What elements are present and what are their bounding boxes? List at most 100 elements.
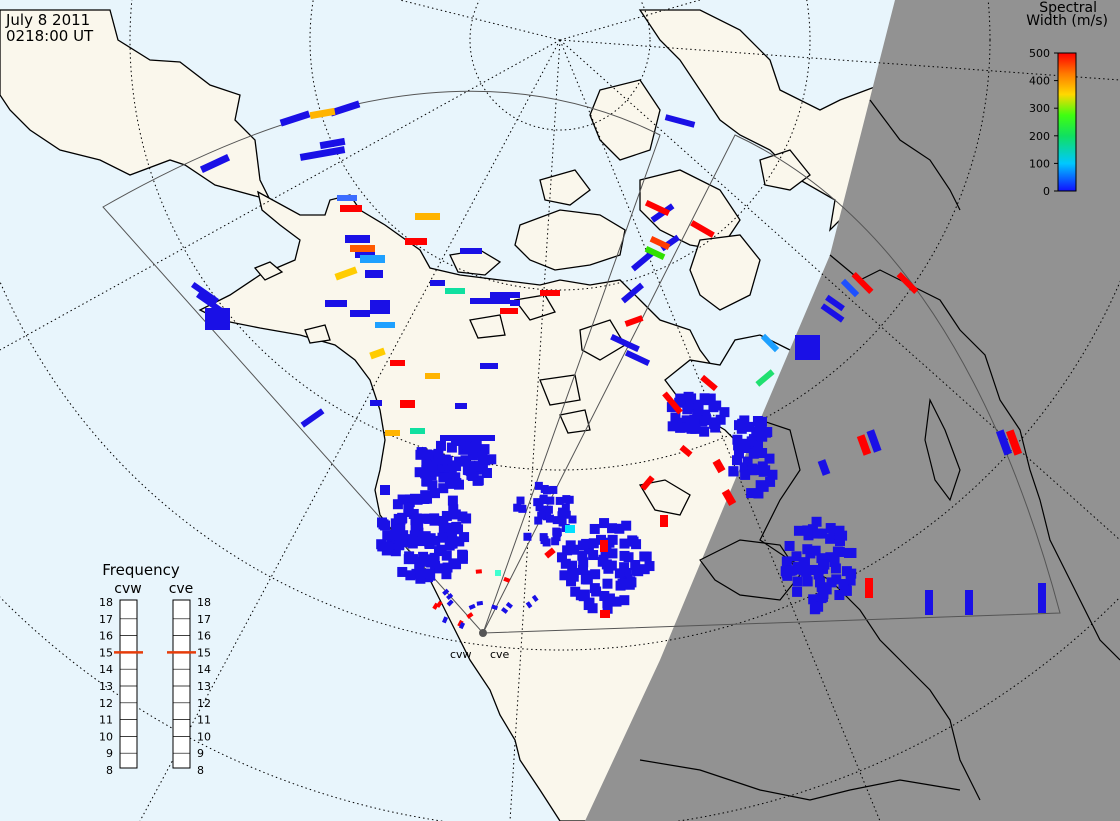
data-cell: [660, 515, 668, 527]
data-cell: [447, 536, 458, 547]
data-cell: [403, 554, 414, 565]
data-cell: [442, 562, 453, 573]
data-cell: [369, 347, 386, 360]
data-cell: [448, 504, 459, 515]
data-cell: [795, 335, 820, 360]
data-cell: [299, 146, 346, 161]
data-cell: [360, 255, 385, 263]
data-cell: [640, 475, 655, 491]
data-cell: [438, 472, 449, 483]
data-cell: [533, 498, 542, 507]
frequency-tick-label-cvw: 16: [99, 630, 113, 643]
data-cell: [825, 523, 836, 534]
data-cell: [457, 511, 468, 522]
data-cell: [610, 333, 640, 353]
data-cell: [599, 590, 610, 601]
data-cell: [764, 453, 775, 464]
data-cell: [546, 496, 555, 505]
data-cell: [828, 529, 839, 540]
data-cell: [619, 562, 630, 573]
data-cell: [441, 510, 452, 521]
data-cell: [549, 485, 558, 494]
data-cell: [411, 513, 422, 524]
data-cell: [705, 393, 716, 404]
frequency-right-label: cve: [169, 581, 194, 597]
land-siberia: [0, 9, 272, 202]
data-cell: [451, 461, 462, 472]
data-cell: [753, 488, 764, 499]
data-cell: [460, 455, 471, 466]
data-cell: [581, 538, 592, 549]
data-cell: [408, 534, 419, 545]
data-cell: [611, 596, 622, 607]
data-cell: [856, 434, 872, 456]
data-cell: [382, 530, 393, 541]
frequency-tick-label-cve: 13: [197, 680, 211, 693]
data-cell: [385, 430, 400, 436]
frequency-tick-label-cve: 16: [197, 630, 211, 643]
data-cell: [590, 569, 601, 580]
frequency-panel: Frequency cvw cve 18 18 17 17 16 16 15 15 14 14 13…: [99, 561, 211, 777]
data-cell: [470, 298, 510, 304]
data-cell: [544, 547, 556, 559]
frequency-tick-label-cvw: 18: [99, 596, 113, 609]
colorbar-tick-label: 200: [1029, 130, 1050, 143]
data-cell: [604, 593, 615, 604]
land-island-8: [579, 319, 626, 361]
data-cell: [551, 537, 560, 546]
data-cell: [583, 544, 594, 555]
data-cell: [518, 504, 527, 513]
frequency-tick-label-cve: 12: [197, 697, 211, 710]
data-cell: [599, 518, 610, 529]
data-cell: [845, 575, 856, 586]
data-cell: [469, 461, 480, 472]
data-cell: [712, 458, 726, 474]
data-cell: [552, 516, 561, 525]
data-cell: [644, 246, 666, 260]
data-cell: [566, 576, 577, 587]
data-cell: [433, 546, 444, 557]
data-cell: [534, 516, 543, 525]
data-cell: [540, 536, 549, 545]
data-cell: [781, 556, 792, 567]
radar-label-cvw: cvw: [450, 648, 472, 661]
data-cell: [802, 576, 813, 587]
data-cell: [812, 564, 823, 575]
data-cell: [309, 107, 336, 120]
data-cell: [624, 349, 651, 367]
data-cell: [710, 422, 721, 433]
data-cell: [510, 300, 520, 306]
data-cell: [851, 272, 874, 294]
data-cell: [543, 505, 552, 514]
data-cell: [925, 590, 933, 615]
data-cell: [417, 536, 428, 547]
data-cell: [479, 444, 490, 455]
data-cell: [534, 481, 543, 490]
data-cell: [420, 490, 431, 501]
data-cell: [451, 521, 462, 532]
data-cell: [614, 523, 625, 534]
data-cell: [649, 236, 671, 250]
data-cell: [816, 553, 827, 564]
spectral-width-cells: [190, 100, 1046, 630]
data-cell: [583, 600, 594, 611]
data-cell: [531, 594, 539, 602]
colorbar-tick-label: 0: [1043, 185, 1050, 198]
data-cell: [470, 442, 481, 453]
date-label: July 8 2011: [5, 11, 90, 29]
data-cell: [425, 373, 440, 379]
data-cell: [589, 523, 600, 534]
data-cell: [444, 522, 455, 533]
data-cell: [813, 601, 824, 612]
data-cell: [733, 448, 744, 459]
data-cell: [539, 496, 548, 505]
data-cell: [458, 622, 466, 630]
data-cell: [760, 333, 780, 353]
data-cell: [390, 529, 401, 540]
frequency-tick-label-cve: 15: [197, 646, 211, 659]
data-cell: [620, 282, 645, 304]
data-cell: [365, 270, 383, 278]
data-cell: [834, 590, 845, 601]
land-island-12: [253, 261, 284, 281]
